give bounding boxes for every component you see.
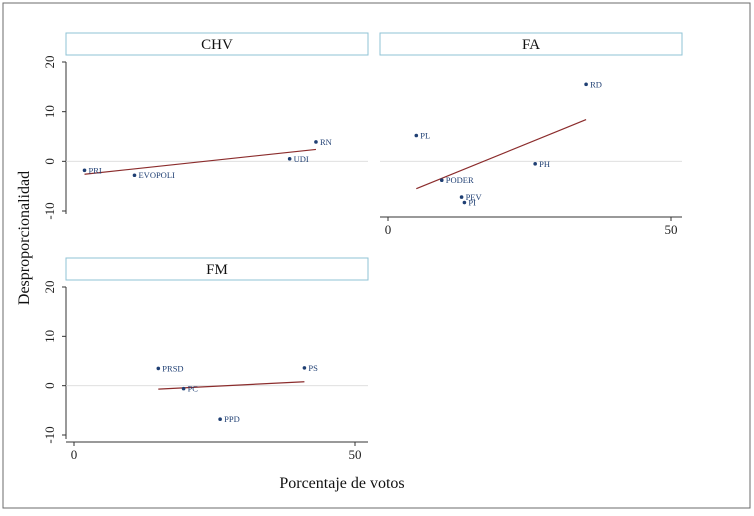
panel-fa-header bbox=[379, 32, 683, 56]
x-axis-title: Porcentaje de votos bbox=[279, 475, 404, 492]
panel-fm-point-prsd bbox=[156, 366, 161, 371]
panel-chv-point-udi bbox=[287, 157, 292, 161]
panel-chv-point-label-evopoli: EVOPOLI bbox=[138, 170, 175, 180]
panel-fa-point-pev bbox=[459, 195, 464, 199]
panel-fm-ytick-label: 10 bbox=[42, 330, 57, 343]
panel-fa-point-label-poder: PODER bbox=[446, 175, 474, 185]
panel-fa-fit-line bbox=[416, 119, 587, 190]
panel-fm-header bbox=[65, 257, 369, 281]
panel-fm-point-label-ps: PS bbox=[308, 363, 318, 373]
panel-chv-point-evopoli bbox=[132, 173, 137, 178]
panel-chv-ytick-label: 0 bbox=[42, 158, 57, 165]
panel-fa-point-label-pi: PI bbox=[468, 198, 476, 208]
panel-fm-ytick-label: 20 bbox=[42, 281, 57, 294]
y-axis-title: Desproporcionalidad bbox=[16, 171, 33, 305]
panel-fa-point-label-pev: PEV bbox=[466, 192, 483, 202]
panel-fa-xtick-label: 50 bbox=[665, 222, 678, 237]
panel-fm-xtick-label: 50 bbox=[349, 447, 362, 462]
panel-fm-point-label-pc: PC bbox=[188, 384, 199, 394]
panel-fm-point-ppd bbox=[218, 417, 222, 422]
panel-chv-header bbox=[65, 32, 369, 56]
panel-chv-point-label-pri: PRI bbox=[89, 165, 102, 175]
panel-chv-title: CHV bbox=[201, 37, 233, 53]
panel-fa-title: FA bbox=[522, 37, 540, 53]
panel-fm-ytick-label: -10 bbox=[42, 426, 57, 443]
panel-fa-point-pl bbox=[414, 133, 419, 138]
panel-chv-point-label-udi: UDI bbox=[294, 154, 309, 164]
panel-chv-point-rn bbox=[314, 140, 318, 144]
panel-fa-xtick-label: 0 bbox=[385, 222, 392, 237]
panel-fm-title: FM bbox=[206, 262, 228, 278]
panel-fa-point-label-ph: PH bbox=[539, 159, 550, 169]
panel-fm: FM -10 0 10 20 0 50 PRSD PS PC PPD bbox=[42, 257, 369, 462]
panel-fa-point-rd bbox=[584, 82, 588, 87]
panel-fm-point-pc bbox=[181, 386, 186, 391]
panel-chv-ytick-label: 10 bbox=[42, 105, 57, 118]
panel-fa-point-label-rd: RD bbox=[590, 79, 602, 89]
panel-fa-point-pi bbox=[462, 200, 467, 205]
panel-fm-point-label-prsd: PRSD bbox=[162, 363, 183, 373]
panel-chv-point-label-rn: RN bbox=[320, 137, 332, 147]
outer-frame bbox=[2, 2, 751, 509]
panel-chv-fit-line bbox=[84, 148, 317, 175]
panel-fm-ytick-label: 0 bbox=[42, 382, 57, 389]
panel-fm-point-ps bbox=[302, 366, 307, 370]
panel-fa-point-label-pl: PL bbox=[420, 131, 430, 141]
panel-fa-point-ph bbox=[533, 162, 537, 166]
panel-fa-point-poder bbox=[439, 178, 444, 183]
panel-chv: CHV -10 0 10 20 PRI EVOPOLI UDI RN bbox=[42, 32, 369, 220]
panel-chv-point-pri bbox=[82, 168, 87, 173]
panel-fm-xtick-label: 0 bbox=[71, 447, 78, 462]
panel-chv-ytick-label: -10 bbox=[42, 202, 57, 219]
panel-chv-ytick-label: 20 bbox=[42, 56, 57, 69]
panel-fm-point-label-ppd: PPD bbox=[224, 414, 240, 424]
